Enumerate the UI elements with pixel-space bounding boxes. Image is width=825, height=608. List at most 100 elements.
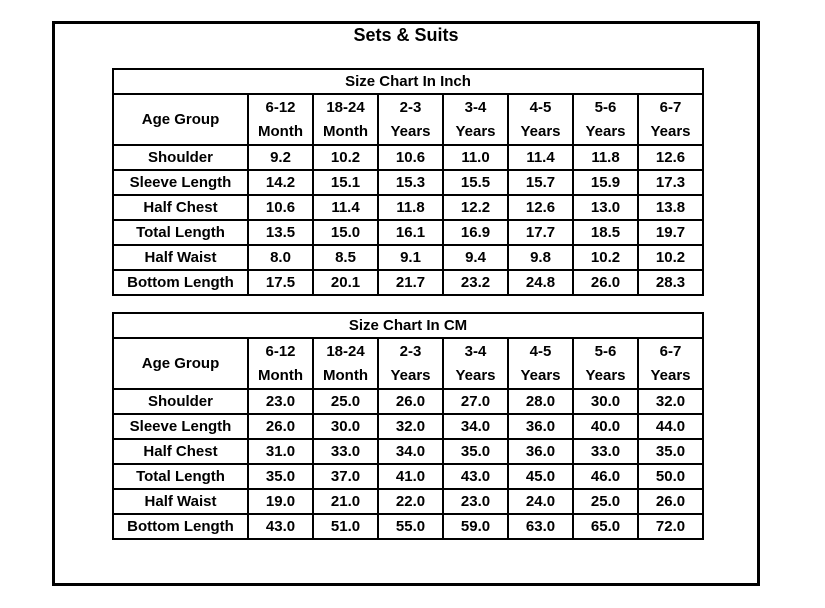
measurement-value: 21.0 <box>312 488 379 515</box>
measurement-value: 11.4 <box>312 194 379 221</box>
measurement-value: 24.0 <box>507 488 574 515</box>
age-column-header: 6-12 Month <box>247 337 314 390</box>
measurement-value: 35.0 <box>637 438 704 465</box>
table-title: Size Chart In CM <box>112 312 704 339</box>
measurement-value: 25.0 <box>572 488 639 515</box>
measurement-label: Total Length <box>112 219 249 246</box>
measurement-value: 15.3 <box>377 169 444 196</box>
measurement-value: 16.9 <box>442 219 509 246</box>
measurement-value: 12.6 <box>637 144 704 171</box>
age-group-header: Age Group <box>112 93 249 146</box>
age-column-header: 5-6 Years <box>572 337 639 390</box>
measurement-label: Shoulder <box>112 388 249 415</box>
measurement-label: Half Chest <box>112 438 249 465</box>
table-title: Size Chart In Inch <box>112 68 704 95</box>
age-column-header: 3-4 Years <box>442 337 509 390</box>
measurement-value: 27.0 <box>442 388 509 415</box>
measurement-value: 23.0 <box>442 488 509 515</box>
age-column-header: 4-5 Years <box>507 93 574 146</box>
measurement-label: Half Waist <box>112 244 249 271</box>
table-row: Half Waist 19.0 21.0 22.0 23.0 24.0 25.0 26.0 <box>112 488 704 515</box>
measurement-value: 33.0 <box>572 438 639 465</box>
measurement-label: Half Waist <box>112 488 249 515</box>
table-row: Sleeve Length 26.0 30.0 32.0 34.0 36.0 40.0 44.… <box>112 413 704 440</box>
measurement-value: 10.6 <box>247 194 314 221</box>
measurement-value: 28.0 <box>507 388 574 415</box>
measurement-value: 65.0 <box>572 513 639 540</box>
measurement-value: 30.0 <box>572 388 639 415</box>
measurement-value: 19.7 <box>637 219 704 246</box>
size-chart-inch-table: Size Chart In Inch Age Group 6-12 Month 18-… <box>112 68 704 296</box>
measurement-value: 32.0 <box>377 413 444 440</box>
measurement-value: 59.0 <box>442 513 509 540</box>
measurement-value: 32.0 <box>637 388 704 415</box>
measurement-value: 10.6 <box>377 144 444 171</box>
measurement-value: 13.8 <box>637 194 704 221</box>
table-row: Total Length 13.5 15.0 16.1 16.9 17.7 18.5 19.7 <box>112 219 704 246</box>
age-column-header: 18-24 Month <box>312 337 379 390</box>
measurement-value: 33.0 <box>312 438 379 465</box>
measurement-label: Total Length <box>112 463 249 490</box>
measurement-value: 46.0 <box>572 463 639 490</box>
measurement-value: 25.0 <box>312 388 379 415</box>
measurement-value: 28.3 <box>637 269 704 296</box>
table-row: Bottom Length 43.0 51.0 55.0 59.0 63.0 65.0 72.… <box>112 513 704 540</box>
measurement-value: 9.1 <box>377 244 444 271</box>
measurement-value: 15.9 <box>572 169 639 196</box>
measurement-value: 17.3 <box>637 169 704 196</box>
age-column-header: 3-4 Years <box>442 93 509 146</box>
measurement-value: 22.0 <box>377 488 444 515</box>
measurement-label: Bottom Length <box>112 513 249 540</box>
measurement-value: 20.1 <box>312 269 379 296</box>
measurement-value: 10.2 <box>572 244 639 271</box>
table-row: Sleeve Length 14.2 15.1 15.3 15.5 15.7 15.9 17.… <box>112 169 704 196</box>
table-row: Half Waist 8.0 8.5 9.1 9.4 9.8 10.2 10.2 <box>112 244 704 271</box>
measurement-value: 18.5 <box>572 219 639 246</box>
measurement-label: Sleeve Length <box>112 413 249 440</box>
measurement-value: 26.0 <box>247 413 314 440</box>
measurement-label: Sleeve Length <box>112 169 249 196</box>
table-row: Total Length 35.0 37.0 41.0 43.0 45.0 46.0 50.0 <box>112 463 704 490</box>
measurement-value: 15.0 <box>312 219 379 246</box>
measurement-value: 34.0 <box>442 413 509 440</box>
age-column-header: 5-6 Years <box>572 93 639 146</box>
age-column-header: 4-5 Years <box>507 337 574 390</box>
measurement-value: 45.0 <box>507 463 574 490</box>
measurement-value: 14.2 <box>247 169 314 196</box>
measurement-label: Half Chest <box>112 194 249 221</box>
measurement-value: 13.0 <box>572 194 639 221</box>
measurement-value: 31.0 <box>247 438 314 465</box>
measurement-value: 11.4 <box>507 144 574 171</box>
measurement-value: 55.0 <box>377 513 444 540</box>
measurement-value: 37.0 <box>312 463 379 490</box>
measurement-value: 26.0 <box>637 488 704 515</box>
measurement-value: 15.5 <box>442 169 509 196</box>
document-title: Sets & Suits <box>353 25 459 45</box>
measurement-value: 30.0 <box>312 413 379 440</box>
measurement-value: 10.2 <box>312 144 379 171</box>
table-row: Shoulder 9.2 10.2 10.6 11.0 11.4 11.8 12.6 <box>112 144 704 171</box>
age-column-header: 6-12 Month <box>247 93 314 146</box>
measurement-value: 12.2 <box>442 194 509 221</box>
age-column-header: 6-7 Years <box>637 337 704 390</box>
measurement-value: 26.0 <box>377 388 444 415</box>
measurement-value: 17.7 <box>507 219 574 246</box>
measurement-value: 44.0 <box>637 413 704 440</box>
measurement-value: 9.4 <box>442 244 509 271</box>
measurement-value: 19.0 <box>247 488 314 515</box>
measurement-value: 24.8 <box>507 269 574 296</box>
measurement-value: 16.1 <box>377 219 444 246</box>
age-column-header: 2-3 Years <box>377 337 444 390</box>
age-column-header: 2-3 Years <box>377 93 444 146</box>
measurement-value: 11.8 <box>377 194 444 221</box>
table-row: Shoulder 23.0 25.0 26.0 27.0 28.0 30.0 32.0 <box>112 388 704 415</box>
measurement-value: 10.2 <box>637 244 704 271</box>
measurement-value: 34.0 <box>377 438 444 465</box>
measurement-value: 23.2 <box>442 269 509 296</box>
table-row: Bottom Length 17.5 20.1 21.7 23.2 24.8 26.0 28.… <box>112 269 704 296</box>
age-group-header: Age Group <box>112 337 249 390</box>
measurement-value: 41.0 <box>377 463 444 490</box>
measurement-value: 43.0 <box>247 513 314 540</box>
measurement-value: 9.2 <box>247 144 314 171</box>
